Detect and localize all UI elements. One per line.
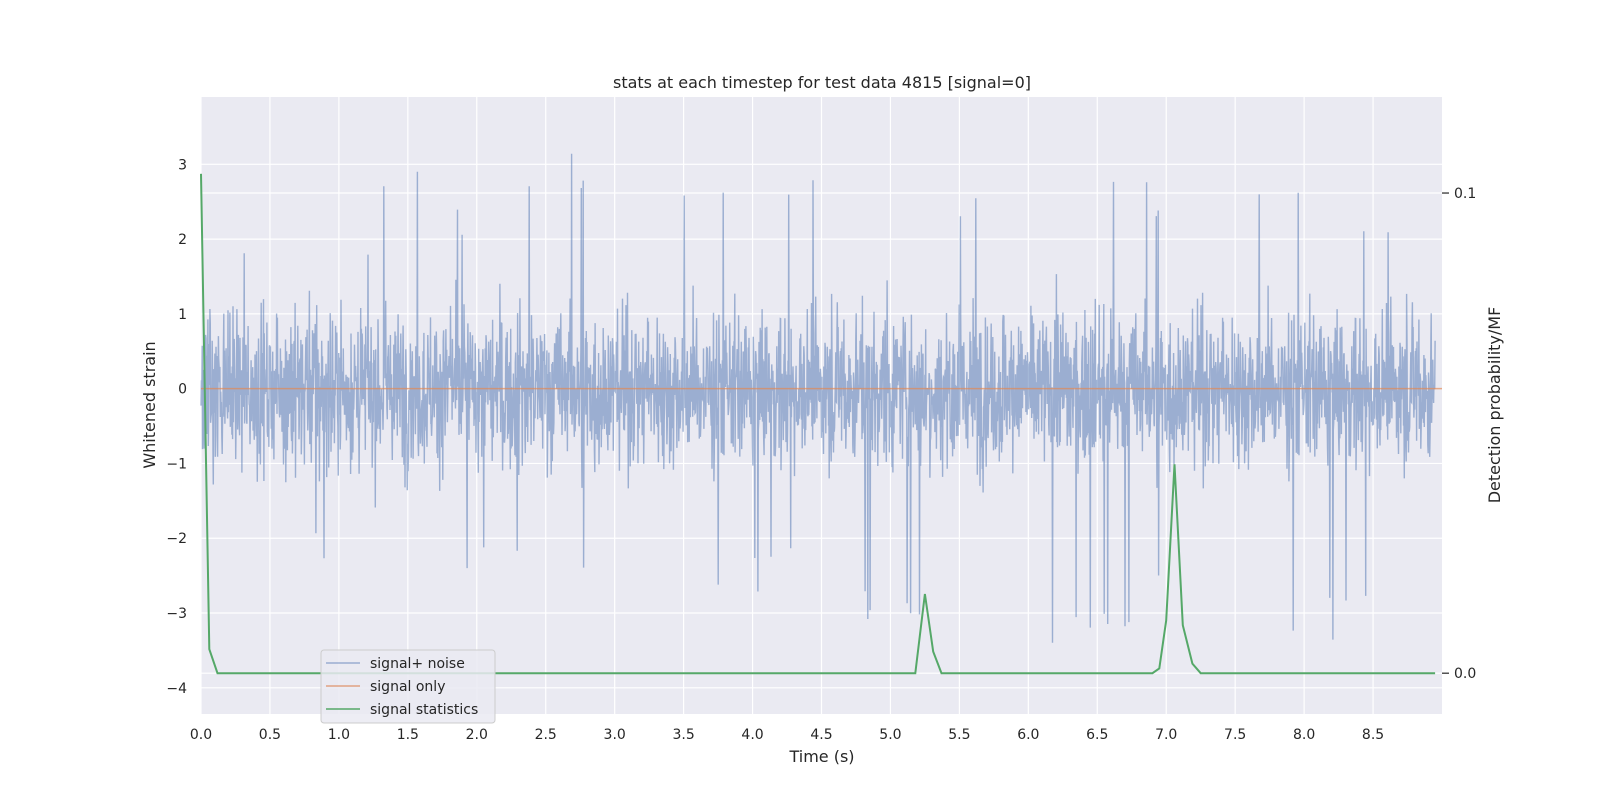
signal-noise-series: [200, 153, 1436, 643]
x-tick-label: 4.5: [810, 727, 832, 743]
y-tick-label: −1: [166, 456, 187, 472]
signal-statistics-line: [200, 173, 1436, 675]
x-tick-label: 2.5: [535, 727, 557, 743]
y2-tick-label: 0.0: [1454, 666, 1476, 682]
chart-title: stats at each timestep for test data 481…: [613, 73, 1031, 92]
x-tick-label: 8.5: [1362, 727, 1384, 743]
y-tick-label: 1: [178, 307, 187, 323]
y2-tick-label: 0.1: [1454, 186, 1476, 202]
x-tick-label: 7.0: [1155, 727, 1177, 743]
x-axis-label: Time (s): [788, 747, 854, 766]
x-tick-label: 7.5: [1224, 727, 1246, 743]
legend-label-signal-only: signal only: [370, 679, 445, 695]
y-tick-label: 2: [178, 232, 187, 248]
axis-ticks: 0.0 0.5 1.0 1.5 2.0 2.5 3.0 3.5 4.0 4.5 5.0 5.5 6.0 6…: [166, 157, 1476, 743]
x-tick-label: 2.0: [466, 727, 488, 743]
x-tick-label: 3.0: [604, 727, 626, 743]
signal-noise-line: [200, 153, 1436, 643]
legend-label-signal-statistics: signal statistics: [370, 702, 478, 718]
x-tick-label: 4.0: [741, 727, 763, 743]
legend: signal+ noise signal only signal statist…: [320, 649, 496, 724]
y-tick-label: −2: [166, 531, 187, 547]
x-tick-label: 5.0: [879, 727, 901, 743]
x-tick-label: 1.0: [328, 727, 350, 743]
y-tick-label: −4: [166, 681, 187, 697]
y-tick-label: 0: [178, 382, 187, 398]
legend-box: [320, 649, 496, 724]
legend-label-signal-noise: signal+ noise: [370, 656, 465, 672]
x-tick-label: 6.5: [1086, 727, 1108, 743]
signal-statistics-series: [200, 173, 1436, 675]
x-tick-label: 0.0: [190, 727, 212, 743]
x-tick-label: 5.5: [948, 727, 970, 743]
y-axis-label: Whitened strain: [140, 341, 159, 468]
x-tick-label: 1.5: [397, 727, 419, 743]
x-tick-label: 8.0: [1293, 727, 1315, 743]
x-tick-label: 0.5: [259, 727, 281, 743]
x-tick-label: 6.0: [1017, 727, 1039, 743]
x-tick-label: 3.5: [672, 727, 694, 743]
y2-axis-label: Detection probability/MF: [1485, 307, 1504, 504]
y-tick-label: 3: [178, 157, 187, 173]
y-tick-label: −3: [166, 606, 187, 622]
